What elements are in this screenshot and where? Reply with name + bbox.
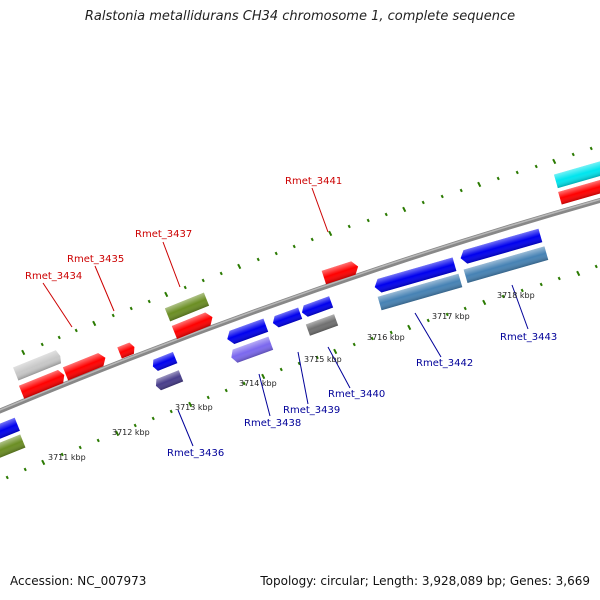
- gene-label-rmet-3439[interactable]: Rmet_3439: [283, 405, 340, 416]
- forward-gene-grey[interactable]: [13, 350, 63, 381]
- scale-label-3712: 3712 kbp: [112, 428, 150, 437]
- scale-label-3714: 3714 kbp: [239, 379, 277, 388]
- gene-label-rmet-3443[interactable]: Rmet_3443: [500, 332, 557, 343]
- forward-gene-olive[interactable]: [164, 292, 210, 322]
- forward-gene-cyan[interactable]: [553, 160, 600, 189]
- chromosome-backbone-highlight: [0, 198, 600, 411]
- scale-label-3711: 3711 kbp: [48, 453, 86, 462]
- map-title: Ralstonia metallidurans CH34 chromosome …: [84, 9, 516, 24]
- gene-label-rmet-3438[interactable]: Rmet_3438: [244, 418, 301, 429]
- reverse-gene-steelblue-2[interactable]: [463, 246, 549, 284]
- topology-summary: Topology: circular; Length: 3,928,089 bp…: [260, 574, 590, 588]
- forward-gene-red-3[interactable]: [117, 341, 136, 359]
- gene-label-rmet-3435[interactable]: Rmet_3435: [67, 254, 124, 265]
- reverse-gene-darkslate[interactable]: [154, 370, 184, 391]
- reverse-gene-blue-left[interactable]: [0, 417, 20, 440]
- gene-label-rmet-3442[interactable]: Rmet_3442: [416, 358, 473, 369]
- reverse-leader-lines: [177, 284, 529, 447]
- scale-label-3717: 3717 kbp: [432, 312, 470, 321]
- reverse-gene-blue-4[interactable]: [300, 296, 334, 318]
- reverse-gene-blue-3[interactable]: [271, 307, 303, 329]
- reverse-gene-olive-left[interactable]: [0, 434, 26, 459]
- gene-label-rmet-3436[interactable]: Rmet_3436: [167, 448, 224, 459]
- scale-label-3713: 3713 kbp: [175, 403, 213, 412]
- reverse-gene-blue-6[interactable]: [459, 228, 543, 265]
- gene-label-rmet-3440[interactable]: Rmet_3440: [328, 389, 385, 400]
- gene-label-rmet-3437[interactable]: Rmet_3437: [135, 229, 192, 240]
- forward-gene-red-6[interactable]: [558, 179, 600, 205]
- scale-label-3715: 3715 kbp: [304, 355, 342, 364]
- reverse-gene-slateblue[interactable]: [229, 336, 274, 365]
- forward-gene-red-5[interactable]: [321, 260, 361, 285]
- reverse-gene-blue-2[interactable]: [225, 318, 269, 346]
- gene-label-rmet-3441[interactable]: Rmet_3441: [285, 176, 342, 187]
- forward-leader-lines: [42, 187, 329, 328]
- forward-tick-row: [21, 146, 593, 356]
- forward-gene-red-1[interactable]: [18, 369, 67, 399]
- reverse-gene-blue-1[interactable]: [151, 351, 178, 372]
- accession-text: Accession: NC_007973: [10, 574, 147, 588]
- reverse-gene-steelblue-1[interactable]: [377, 273, 463, 311]
- scale-label-3716: 3716 kbp: [367, 333, 405, 342]
- gene-label-rmet-3434[interactable]: Rmet_3434: [25, 271, 82, 282]
- reverse-gene-blue-5[interactable]: [373, 257, 457, 294]
- chromosome-backbone: [0, 197, 600, 414]
- scale-label-3718: 3718 kbp: [497, 291, 535, 300]
- reverse-gene-darkgrey[interactable]: [305, 314, 339, 336]
- forward-gene-red-2[interactable]: [62, 351, 108, 381]
- forward-gene-red-4[interactable]: [171, 311, 215, 339]
